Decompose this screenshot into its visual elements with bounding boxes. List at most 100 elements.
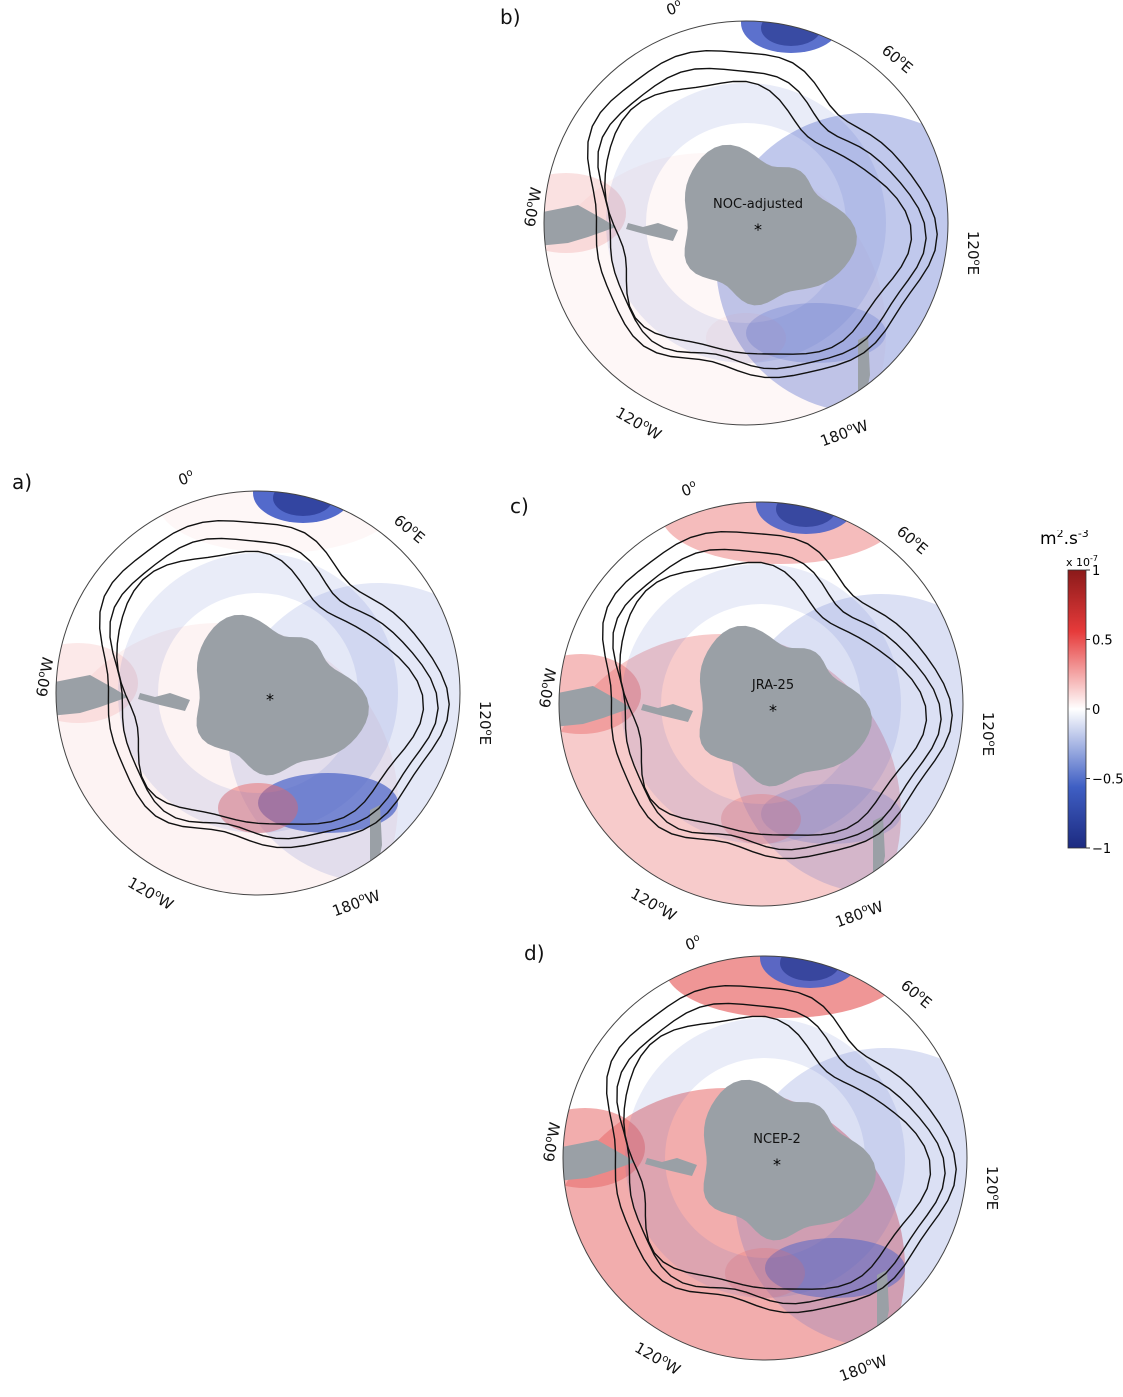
lon-label-180w: 180oW	[330, 886, 383, 920]
colorbar-ticks: 1 0.5 0 −0.5 −1	[1086, 564, 1123, 857]
land-south-america	[563, 1140, 635, 1182]
map-frame-d	[562, 955, 968, 1361]
front-contour-1	[98, 519, 450, 849]
lon-label-0: 0o	[664, 0, 685, 19]
front-contour-2	[597, 67, 927, 370]
land-antarctica	[699, 625, 872, 787]
unit-base: m	[1040, 530, 1057, 549]
colorbar-tick-label: −0.5	[1092, 773, 1123, 788]
unit-sup2: -3	[1078, 530, 1089, 540]
dataset-label-c: JRA-25	[751, 678, 794, 693]
anomaly-patch-blue-southeast	[761, 784, 901, 844]
colorbar-tick-label: 0	[1092, 703, 1100, 718]
scale-prefix: x 10	[1066, 556, 1090, 569]
front-contour-3	[623, 1015, 932, 1290]
colorbar-svg: m2.s-3 x 10-7 1 0.5 0 −0.5 −1	[1040, 527, 1123, 857]
lon-label-120w: 120oW	[125, 873, 177, 913]
front-contour-3	[604, 80, 913, 355]
land-south-america	[56, 675, 128, 717]
anomaly-patch-deep-blue-top	[776, 502, 836, 527]
map-svg-b: * NOC-adjusted 0o 60oE 120oE 60oW 120oW 180oW	[521, 0, 982, 450]
land-antarctic-peninsula	[138, 693, 190, 711]
land-new-zealand	[370, 805, 382, 875]
lon-label-180w: 180oW	[833, 897, 886, 931]
lon-label-0: 0o	[176, 467, 197, 489]
land-antarctica	[703, 1079, 876, 1241]
lon-label-60e: 60oE	[893, 522, 931, 558]
south-pole-marker: *	[266, 690, 274, 709]
panel-letter-a: a)	[12, 470, 33, 494]
front-contour-1	[586, 49, 938, 379]
lon-label-120w: 120oW	[628, 884, 680, 924]
dataset-label-d: NCEP-2	[753, 1132, 801, 1147]
front-contour-2	[109, 537, 439, 840]
anomaly-patch-deep-blue-top	[761, 21, 821, 46]
front-contour-2	[612, 548, 942, 851]
scale-sup: -7	[1090, 554, 1098, 563]
map-svg-c: * JRA-25 0o 60oE 120oE 60oW 120oW 180oW	[536, 478, 997, 931]
land-antarctica	[684, 144, 857, 306]
south-pole-marker: *	[754, 220, 762, 239]
land-antarctic-peninsula	[645, 1158, 697, 1176]
panel-letter-c: c)	[510, 494, 529, 518]
colorbar: m2.s-3 x 10-7 1 0.5 0 −0.5 −1	[1040, 527, 1123, 870]
polar-map-d: * NCEP-2 0o 60oE 120oE 60oW 120oW 180oW	[540, 932, 1001, 1390]
panel-letter-b: b)	[500, 5, 521, 29]
unit-sup1: 2	[1057, 530, 1064, 540]
front-contour-1	[601, 530, 953, 860]
lon-label-60w: 60oW	[33, 656, 58, 699]
colorbar-unit: m2.s-3	[1040, 530, 1089, 549]
colorbar-tick-label: 0.5	[1092, 634, 1113, 649]
anomaly-ring	[118, 553, 398, 833]
lon-label-60w: 60oW	[536, 667, 561, 710]
map-svg-d: * NCEP-2 0o 60oE 120oE 60oW 120oW 180oW	[540, 932, 1001, 1385]
land-new-zealand	[858, 335, 870, 405]
polar-map-b: * NOC-adjusted 0o 60oE 120oE 60oW 120oW 180oW	[521, 0, 982, 455]
map-frame-b	[543, 20, 949, 426]
map-field-a	[56, 491, 460, 895]
polar-map-c: * JRA-25 0o 60oE 120oE 60oW 120oW 180oW	[536, 478, 997, 936]
colorbar-tick-label: 1	[1092, 564, 1100, 579]
lon-label-180w: 180oW	[818, 416, 871, 450]
anomaly-patch-blue-southeast	[765, 1238, 905, 1298]
unit-mid: .s	[1064, 530, 1078, 549]
anomaly-ring	[625, 1018, 905, 1298]
lon-label-120e: 120oE	[983, 1166, 1001, 1210]
front-contour-3	[116, 550, 425, 825]
polar-map-a: * 0o 60oE 120oE 60oW 120oW 180oW	[33, 467, 494, 925]
land-new-zealand	[873, 816, 885, 886]
lon-label-180w: 180oW	[837, 1351, 890, 1385]
south-pole-marker: *	[769, 701, 777, 720]
land-south-america	[544, 205, 616, 247]
land-antarctica	[196, 614, 369, 776]
land-antarctic-peninsula	[641, 704, 693, 722]
lon-label-120w: 120oW	[632, 1338, 684, 1378]
front-contour-2	[616, 1002, 946, 1305]
colorbar-scale: x 10-7	[1066, 554, 1098, 569]
lon-label-120w: 120oW	[613, 403, 665, 443]
map-frame-c	[558, 501, 964, 907]
south-pole-marker: *	[773, 1155, 781, 1174]
anomaly-patch-deep-blue-top	[780, 956, 840, 981]
lon-label-120e: 120oE	[964, 231, 982, 275]
colorbar-gradient	[1067, 569, 1087, 849]
dataset-label-b: NOC-adjusted	[713, 197, 803, 212]
lon-label-120e: 120oE	[979, 712, 997, 756]
map-svg-a: * 0o 60oE 120oE 60oW 120oW 180oW	[33, 467, 494, 920]
lon-label-60w: 60oW	[521, 186, 546, 229]
land-new-zealand	[877, 1270, 889, 1340]
lon-label-60e: 60oE	[878, 41, 916, 77]
anomaly-patch-blue-southeast	[746, 303, 886, 363]
lon-label-0: 0o	[683, 932, 704, 954]
front-contour-3	[619, 561, 928, 836]
lon-label-60e: 60oE	[390, 511, 428, 547]
land-south-america	[559, 686, 631, 728]
map-field-c	[559, 502, 963, 906]
colorbar-tick-label: −1	[1092, 842, 1111, 857]
map-frame-a	[55, 490, 461, 896]
anomaly-patch-deep-blue-top	[273, 491, 333, 516]
anomaly-ring	[621, 564, 901, 844]
land-antarctic-peninsula	[626, 223, 678, 241]
lon-label-60w: 60oW	[540, 1121, 565, 1164]
front-contour-1	[605, 984, 957, 1314]
